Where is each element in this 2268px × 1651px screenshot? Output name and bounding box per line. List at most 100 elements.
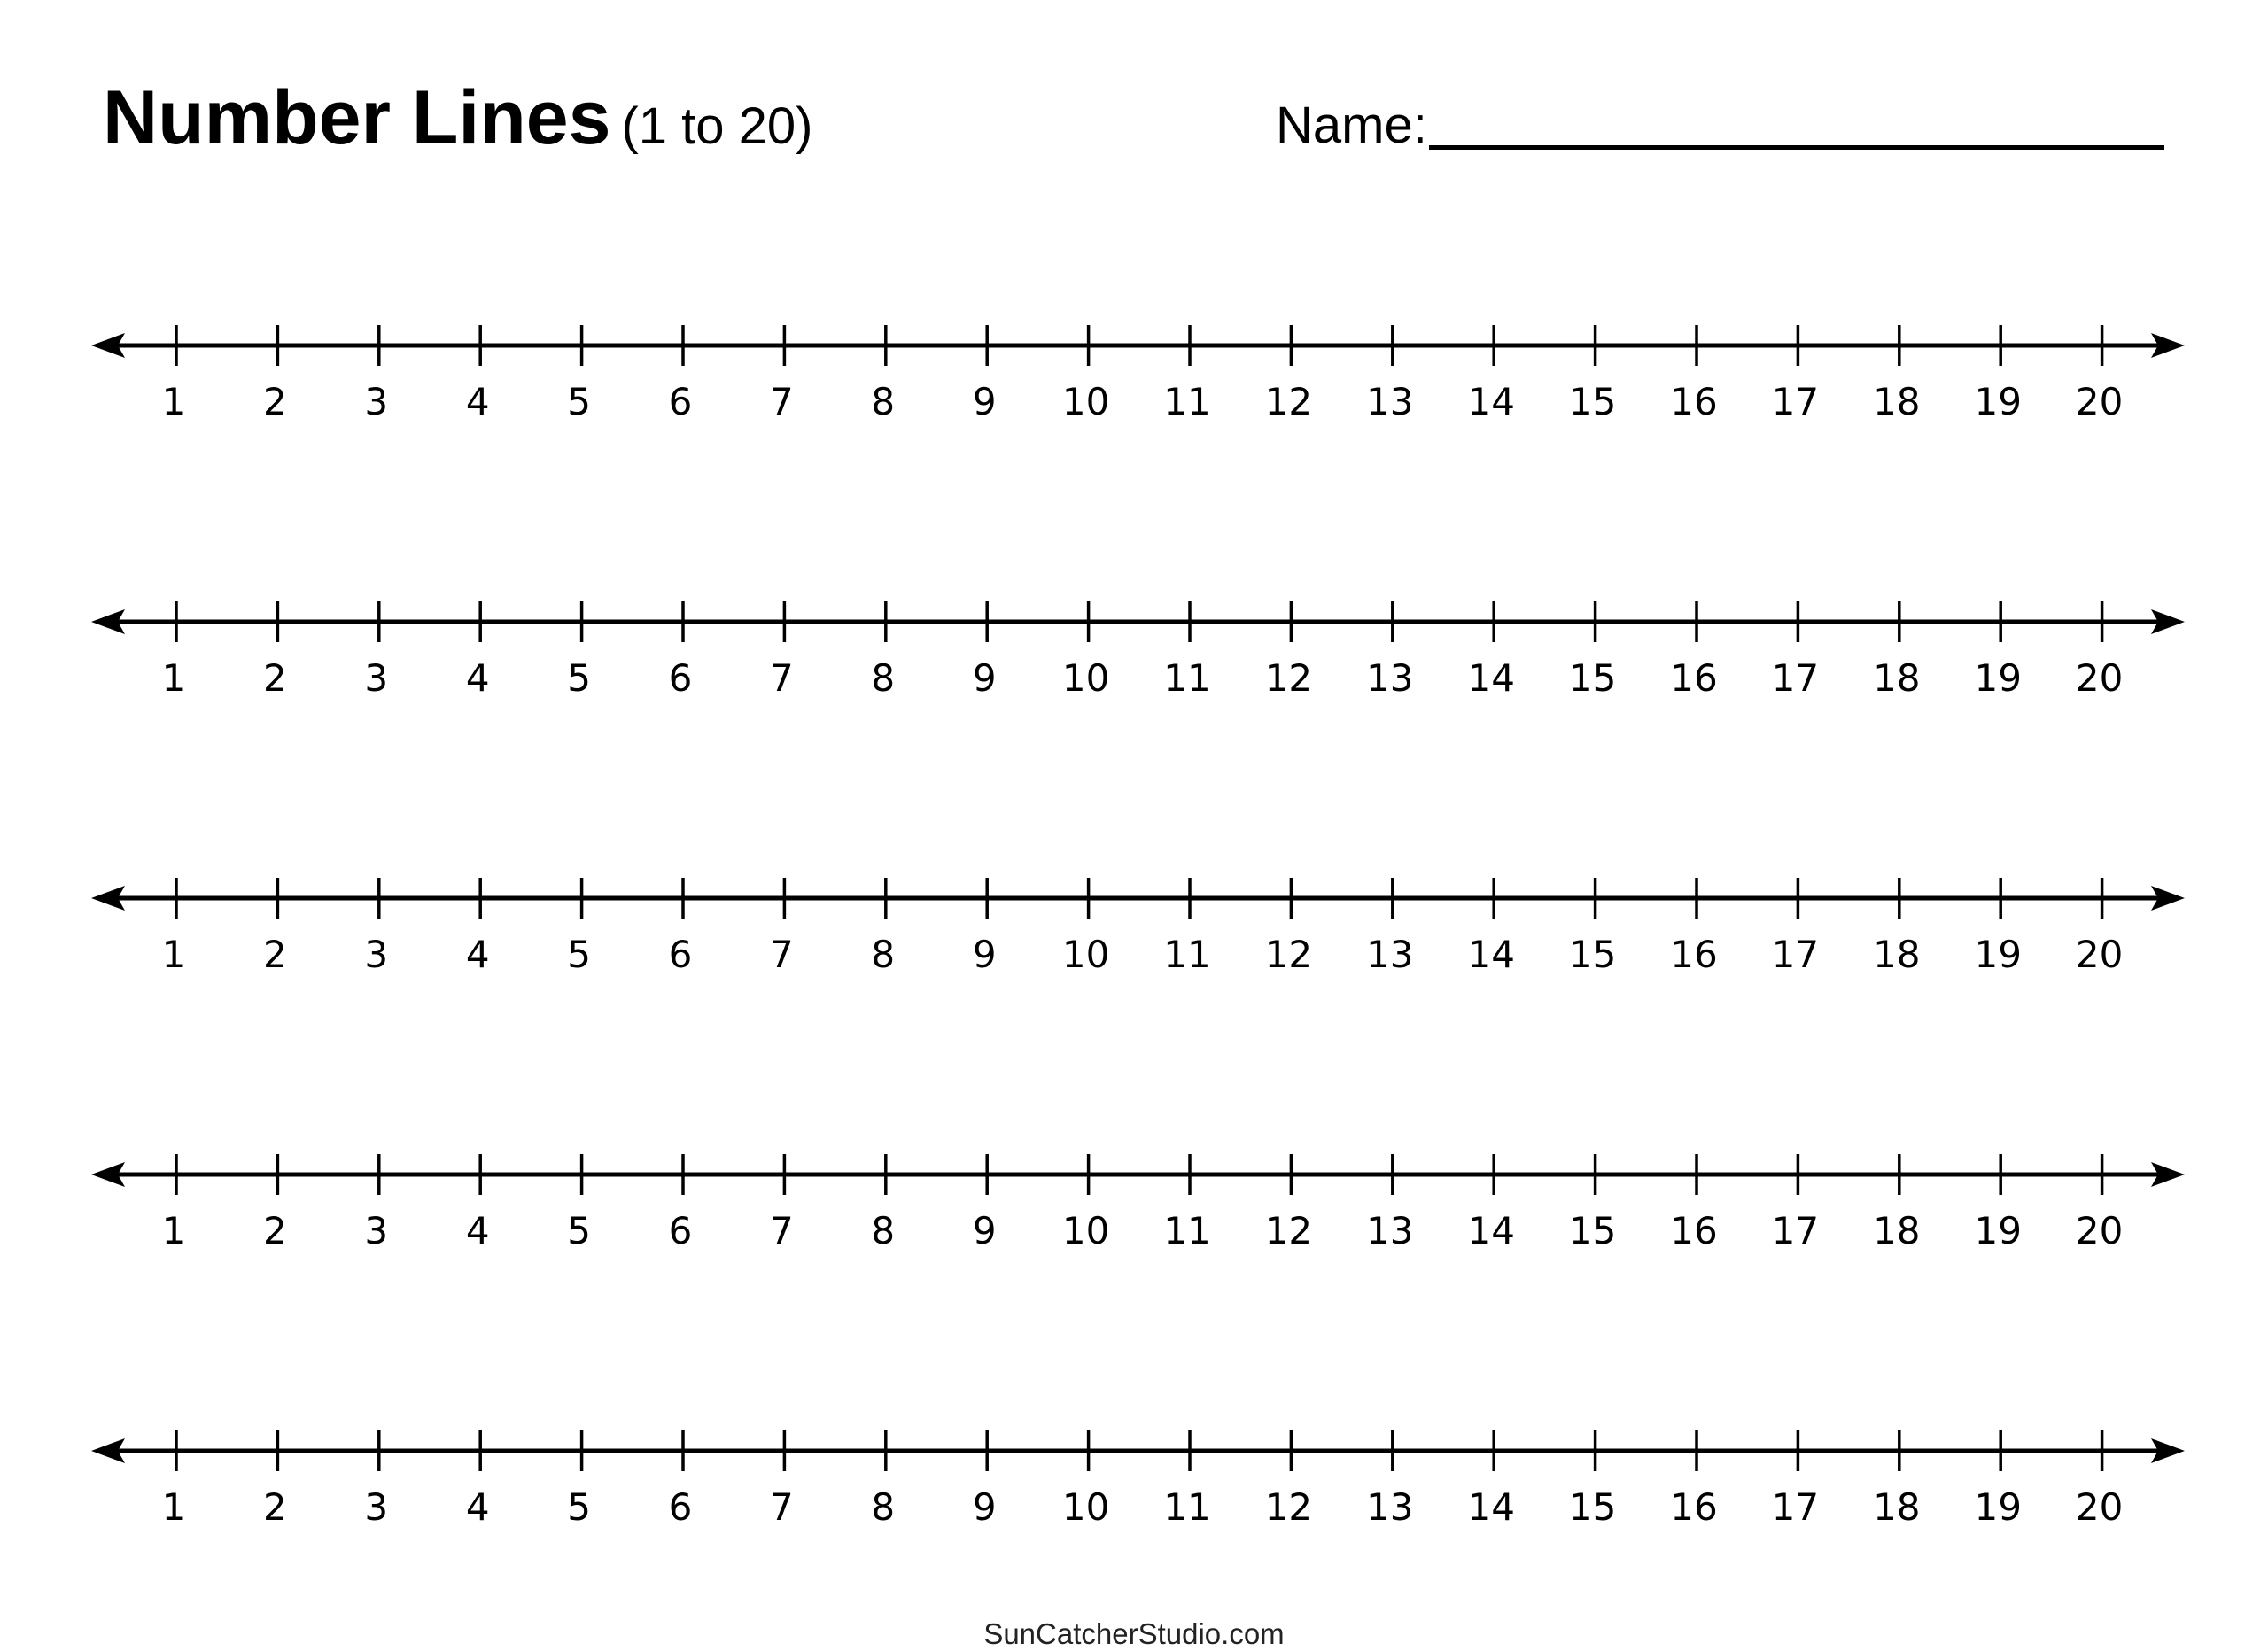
tick-label: 10 <box>1062 1485 1109 1529</box>
tick-label: 1 <box>162 1209 186 1252</box>
tick-label: 7 <box>770 933 794 976</box>
tick-label: 2 <box>263 656 287 700</box>
tick-label: 1 <box>162 1485 186 1529</box>
tick-label: 16 <box>1670 380 1717 423</box>
tick-label: 1 <box>162 380 186 423</box>
tick-label: 9 <box>973 656 997 700</box>
tick-label: 5 <box>567 380 591 423</box>
tick-label: 15 <box>1569 1485 1616 1529</box>
tick-label: 5 <box>567 656 591 700</box>
right-arrow-icon <box>2151 1438 2185 1463</box>
tick-label: 10 <box>1062 1209 1109 1252</box>
tick-label: 10 <box>1062 380 1109 423</box>
tick-label: 1 <box>162 656 186 700</box>
number-line: 1 2 3 4 5 6 7 8 9 10 11 12 13 14 15 16 17 18 19 20 <box>91 1154 2185 1252</box>
tick-label: 8 <box>871 380 895 423</box>
tick-label: 3 <box>364 1485 388 1529</box>
number-line: 1 2 3 4 5 6 7 8 9 10 11 12 13 14 15 16 17 18 19 20 <box>91 601 2185 700</box>
tick-label: 17 <box>1772 380 1819 423</box>
tick-label: 17 <box>1772 933 1819 976</box>
tick-label: 16 <box>1670 1209 1717 1252</box>
tick-label: 8 <box>871 933 895 976</box>
tick-label: 5 <box>567 1485 591 1529</box>
tick-label: 9 <box>973 933 997 976</box>
tick-label: 3 <box>364 380 388 423</box>
tick-label: 7 <box>770 656 794 700</box>
tick-label: 7 <box>770 1485 794 1529</box>
tick-label: 8 <box>871 1209 895 1252</box>
tick-label: 16 <box>1670 656 1717 700</box>
tick-label: 6 <box>669 933 693 976</box>
left-arrow-icon <box>91 886 125 911</box>
tick-label: 13 <box>1366 1209 1413 1252</box>
tick-label: 15 <box>1569 380 1616 423</box>
tick-label: 17 <box>1772 1209 1819 1252</box>
left-arrow-icon <box>91 609 125 634</box>
tick-label: 2 <box>263 933 287 976</box>
name-label: Name: <box>1276 97 1427 154</box>
tick-label: 14 <box>1467 380 1514 423</box>
tick-label: 4 <box>466 380 490 423</box>
tick-label: 12 <box>1265 656 1312 700</box>
number-line: 1 2 3 4 5 6 7 8 9 10 11 12 13 14 15 16 17 18 19 20 <box>91 878 2185 976</box>
footer-credit: SunCatcherStudio.com <box>983 1617 1285 1650</box>
tick-label: 14 <box>1467 933 1514 976</box>
tick-label: 14 <box>1467 656 1514 700</box>
tick-label: 17 <box>1772 656 1819 700</box>
tick-label: 2 <box>263 1485 287 1529</box>
tick-label: 3 <box>364 1209 388 1252</box>
tick-label: 20 <box>2076 1485 2123 1529</box>
tick-label: 12 <box>1265 1209 1312 1252</box>
tick-label: 8 <box>871 656 895 700</box>
name-field-line[interactable] <box>1429 145 2164 150</box>
tick-label: 10 <box>1062 656 1109 700</box>
tick-label: 12 <box>1265 380 1312 423</box>
tick-label: 19 <box>1974 933 2021 976</box>
tick-label: 20 <box>2076 1209 2123 1252</box>
tick-label: 20 <box>2076 933 2123 976</box>
tick-label: 11 <box>1163 380 1210 423</box>
tick-label: 12 <box>1265 933 1312 976</box>
tick-label: 3 <box>364 933 388 976</box>
tick-label: 6 <box>669 656 693 700</box>
tick-label: 6 <box>669 1485 693 1529</box>
tick-label: 3 <box>364 656 388 700</box>
tick-label: 2 <box>263 1209 287 1252</box>
tick-label: 19 <box>1974 1209 2021 1252</box>
tick-label: 12 <box>1265 1485 1312 1529</box>
tick-label: 16 <box>1670 933 1717 976</box>
tick-label: 11 <box>1163 933 1210 976</box>
tick-label: 7 <box>770 1209 794 1252</box>
tick-label: 18 <box>1873 380 1920 423</box>
right-arrow-icon <box>2151 886 2185 911</box>
number-line: 1 2 3 4 5 6 7 8 9 10 11 12 13 14 15 16 17 18 19 20 <box>91 325 2185 423</box>
tick-label: 5 <box>567 933 591 976</box>
tick-label: 18 <box>1873 656 1920 700</box>
tick-label: 11 <box>1163 1209 1210 1252</box>
tick-label: 13 <box>1366 1485 1413 1529</box>
page-title: Number Lines (1 to 20) <box>103 74 812 162</box>
tick-label: 4 <box>466 1485 490 1529</box>
tick-label: 18 <box>1873 1209 1920 1252</box>
tick-label: 4 <box>466 656 490 700</box>
tick-label: 4 <box>466 1209 490 1252</box>
tick-label: 10 <box>1062 933 1109 976</box>
tick-label: 17 <box>1772 1485 1819 1529</box>
tick-label: 2 <box>263 380 287 423</box>
tick-label: 18 <box>1873 1485 1920 1529</box>
right-arrow-icon <box>2151 333 2185 358</box>
tick-label: 4 <box>466 933 490 976</box>
tick-label: 9 <box>973 1209 997 1252</box>
left-arrow-icon <box>91 333 125 358</box>
tick-label: 19 <box>1974 656 2021 700</box>
tick-label: 13 <box>1366 656 1413 700</box>
tick-label: 20 <box>2076 656 2123 700</box>
tick-label: 15 <box>1569 933 1616 976</box>
number-line: 1 2 3 4 5 6 7 8 9 10 11 12 13 14 15 16 17 18 19 20 <box>91 1430 2185 1529</box>
tick-label: 16 <box>1670 1485 1717 1529</box>
tick-label: 20 <box>2076 380 2123 423</box>
tick-label: 1 <box>162 933 186 976</box>
tick-label: 15 <box>1569 1209 1616 1252</box>
tick-label: 13 <box>1366 933 1413 976</box>
